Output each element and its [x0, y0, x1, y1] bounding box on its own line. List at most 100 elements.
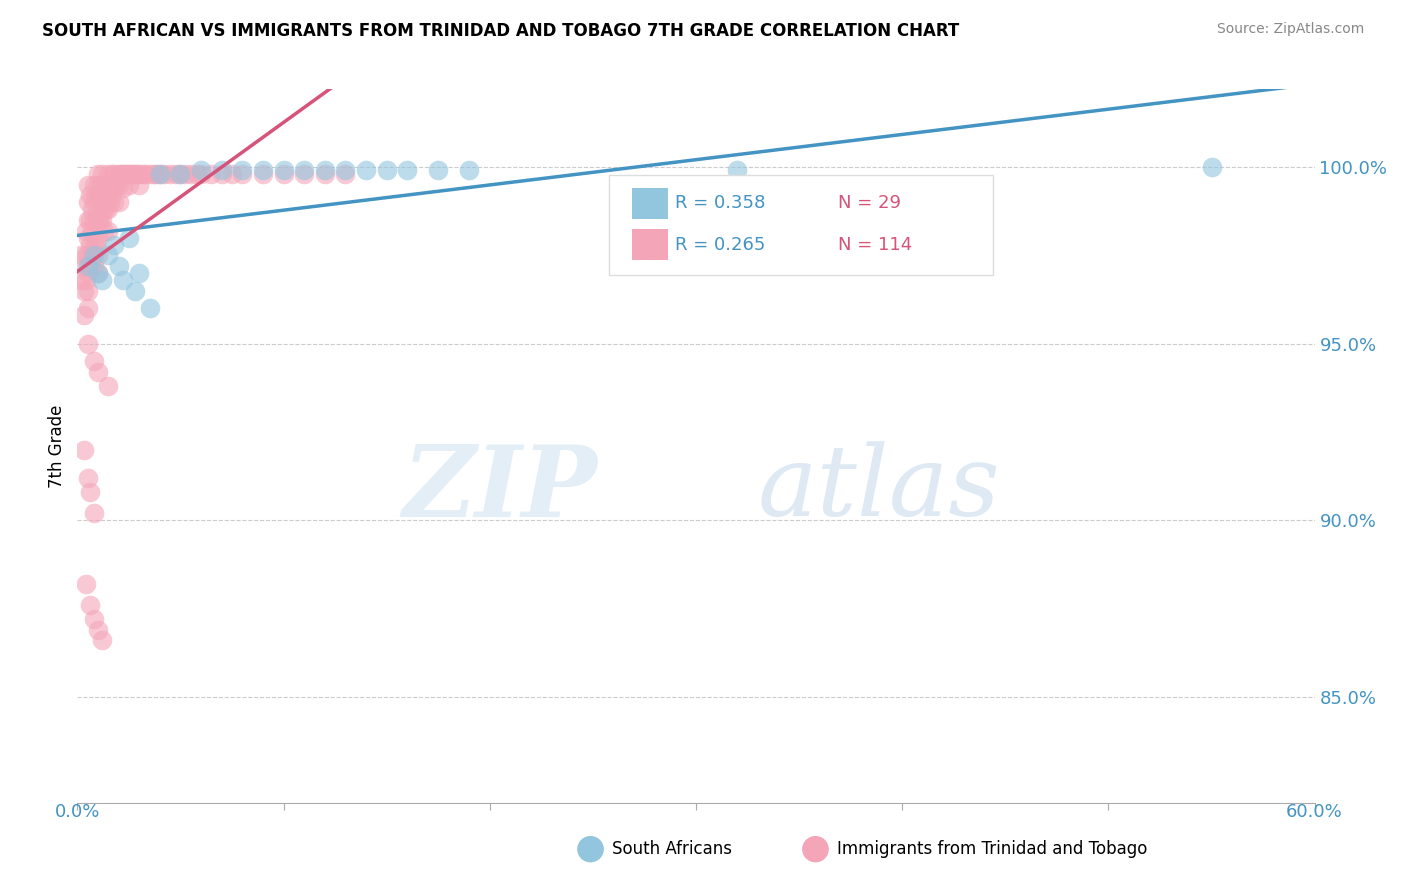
Point: [83, 354, 105, 368]
Point: [87, 266, 110, 280]
Point: [118, 178, 141, 192]
Point: [79, 598, 101, 612]
Text: R = 0.265: R = 0.265: [675, 235, 765, 253]
Point: [231, 167, 253, 181]
Point: [79, 213, 101, 227]
Point: [84, 188, 107, 202]
Point: [101, 167, 124, 181]
Point: [76, 259, 98, 273]
Point: [83, 237, 105, 252]
Point: [725, 163, 748, 178]
Point: [83, 213, 105, 227]
Point: [273, 163, 295, 178]
Point: [273, 167, 295, 181]
Text: 60.0%: 60.0%: [1286, 803, 1343, 821]
Y-axis label: 7th Grade: 7th Grade: [48, 404, 66, 488]
Point: [91, 213, 114, 227]
Point: [84, 237, 107, 252]
Point: [80, 223, 103, 237]
Point: [114, 167, 136, 181]
Text: SOUTH AFRICAN VS IMMIGRANTS FROM TRINIDAD AND TOBAGO 7TH GRADE CORRELATION CHART: SOUTH AFRICAN VS IMMIGRANTS FROM TRINIDA…: [42, 22, 959, 40]
Point: [221, 167, 243, 181]
Point: [83, 506, 105, 520]
Point: [127, 167, 149, 181]
Point: [89, 188, 111, 202]
Point: [292, 163, 315, 178]
Point: [335, 163, 357, 178]
Point: [91, 167, 114, 181]
Point: [87, 230, 110, 244]
Point: [169, 167, 191, 181]
Point: [75, 273, 97, 287]
Point: [87, 365, 110, 379]
Point: [252, 167, 274, 181]
Point: [87, 167, 110, 181]
Point: [211, 167, 233, 181]
Point: [1201, 160, 1223, 174]
Point: [115, 167, 138, 181]
Point: [190, 163, 212, 178]
Point: [70, 248, 93, 262]
Point: [76, 195, 98, 210]
Point: [97, 248, 120, 262]
Point: [91, 195, 114, 210]
Point: [83, 178, 105, 192]
Point: [83, 248, 105, 262]
Point: [70, 273, 93, 287]
Point: [134, 167, 156, 181]
Point: [76, 248, 98, 262]
Point: [72, 259, 94, 273]
Point: [72, 442, 94, 457]
Point: [101, 188, 124, 202]
Text: atlas: atlas: [758, 442, 1001, 536]
Point: [165, 167, 187, 181]
Point: [75, 248, 97, 262]
Point: [96, 178, 118, 192]
Point: [83, 259, 105, 273]
Point: [122, 167, 145, 181]
Point: [375, 163, 398, 178]
Point: [111, 273, 134, 287]
Point: [97, 188, 120, 202]
Point: [132, 167, 155, 181]
Point: [76, 213, 98, 227]
Point: [111, 181, 134, 195]
FancyBboxPatch shape: [631, 229, 668, 260]
Point: [87, 195, 110, 210]
Point: [75, 576, 97, 591]
Point: [83, 195, 105, 210]
Text: N = 29: N = 29: [838, 194, 901, 212]
Point: [145, 167, 167, 181]
Point: [87, 248, 110, 262]
Point: [128, 167, 150, 181]
Point: [159, 167, 181, 181]
Point: [72, 308, 94, 322]
Point: [79, 484, 101, 499]
Point: [149, 167, 172, 181]
Point: [96, 202, 118, 217]
Point: [107, 167, 129, 181]
Point: [128, 178, 150, 192]
Point: [103, 178, 125, 192]
Point: [314, 163, 336, 178]
Point: [87, 266, 110, 280]
Point: [124, 284, 146, 298]
Point: [211, 163, 233, 178]
Point: [142, 167, 165, 181]
Point: [80, 248, 103, 262]
Point: [79, 237, 101, 252]
Point: [186, 167, 208, 181]
Point: [110, 167, 132, 181]
Point: [252, 163, 274, 178]
Point: [107, 195, 129, 210]
Point: [458, 163, 481, 178]
Point: [89, 213, 111, 227]
Point: [138, 167, 160, 181]
Point: [97, 379, 120, 393]
Point: [76, 178, 98, 192]
Point: [180, 167, 202, 181]
FancyBboxPatch shape: [609, 175, 993, 275]
Point: [200, 167, 222, 181]
Point: [396, 163, 419, 178]
Point: [91, 273, 114, 287]
